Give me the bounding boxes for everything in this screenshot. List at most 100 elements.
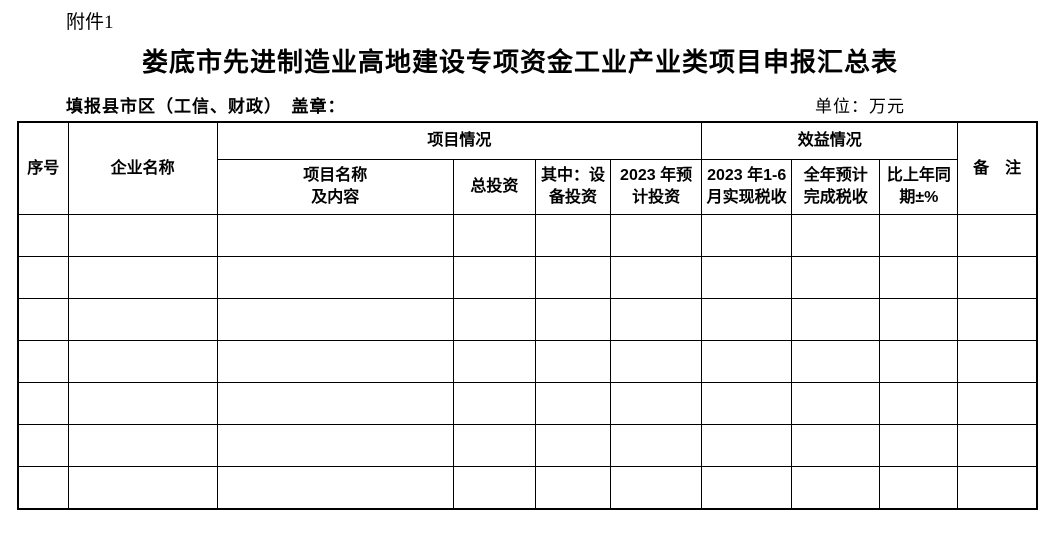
empty-cell xyxy=(879,382,959,425)
table-header: 序号 企业名称 项目情况 效益情况 备 注 项目名称 及内容 总投资 其中：设 … xyxy=(17,121,1038,215)
empty-cell xyxy=(701,382,793,425)
table-row xyxy=(17,256,1038,299)
empty-cell xyxy=(216,256,454,299)
attachment-label: 附件1 xyxy=(66,12,114,33)
empty-cell xyxy=(452,382,536,425)
empty-cell xyxy=(879,214,959,257)
table-row xyxy=(17,214,1038,257)
table-row xyxy=(17,382,1038,425)
col-header-serial: 序号 xyxy=(17,121,69,215)
empty-cell xyxy=(957,340,1038,383)
empty-cell xyxy=(957,298,1038,341)
empty-cell xyxy=(534,256,612,299)
col-header-total-investment: 总投资 xyxy=(452,159,536,215)
empty-cell xyxy=(67,298,218,341)
summary-table: 序号 企业名称 项目情况 效益情况 备 注 项目名称 及内容 总投资 其中：设 … xyxy=(17,121,1038,510)
empty-cell xyxy=(17,382,69,425)
col-header-remark: 备 注 xyxy=(957,121,1038,215)
empty-cell xyxy=(957,214,1038,257)
empty-cell xyxy=(791,382,881,425)
col-group-project-situation: 项目情况 xyxy=(216,121,703,160)
col-header-2023-planned-investment: 2023 年预 计投资 xyxy=(610,159,703,215)
meta-row: 填报县市区（工信、财政） 盖章： 单位：万元 xyxy=(0,92,1063,116)
empty-cell xyxy=(701,256,793,299)
empty-cell xyxy=(216,466,454,510)
empty-cell xyxy=(67,466,218,510)
empty-cell xyxy=(957,256,1038,299)
empty-cell xyxy=(701,340,793,383)
empty-cell xyxy=(610,382,703,425)
empty-cell xyxy=(957,382,1038,425)
col-header-full-year-tax: 全年预计 完成税收 xyxy=(791,159,881,215)
empty-cell xyxy=(791,214,881,257)
page-title: 娄底市先进制造业高地建设专项资金工业产业类项目申报汇总表 xyxy=(141,47,898,77)
table-row xyxy=(17,424,1038,467)
empty-cell xyxy=(67,256,218,299)
empty-cell xyxy=(452,298,536,341)
empty-cell xyxy=(67,214,218,257)
empty-cell xyxy=(879,256,959,299)
table-row xyxy=(17,340,1038,383)
empty-cell xyxy=(791,298,881,341)
empty-cell xyxy=(701,466,793,510)
empty-cell xyxy=(879,340,959,383)
empty-cell xyxy=(610,256,703,299)
empty-cell xyxy=(534,424,612,467)
empty-cell xyxy=(216,424,454,467)
table-body xyxy=(17,214,1038,510)
empty-cell xyxy=(17,340,69,383)
empty-cell xyxy=(17,298,69,341)
empty-cell xyxy=(67,340,218,383)
empty-cell xyxy=(701,298,793,341)
fill-seal-label: 填报县市区（工信、财政） 盖章： xyxy=(66,97,346,116)
empty-cell xyxy=(957,424,1038,467)
table-row xyxy=(17,466,1038,510)
col-header-yoy-change: 比上年同 期±% xyxy=(879,159,959,215)
empty-cell xyxy=(452,424,536,467)
empty-cell xyxy=(67,382,218,425)
empty-cell xyxy=(17,424,69,467)
empty-cell xyxy=(452,340,536,383)
empty-cell xyxy=(701,424,793,467)
empty-cell xyxy=(216,214,454,257)
empty-cell xyxy=(879,424,959,467)
empty-cell xyxy=(610,298,703,341)
col-header-enterprise-name: 企业名称 xyxy=(67,121,218,215)
empty-cell xyxy=(791,424,881,467)
empty-cell xyxy=(17,256,69,299)
empty-cell xyxy=(957,466,1038,510)
header-group-row: 序号 企业名称 项目情况 效益情况 备 注 xyxy=(17,121,1038,215)
unit-label: 单位：万元 xyxy=(815,97,905,116)
empty-cell xyxy=(610,424,703,467)
empty-cell xyxy=(67,424,218,467)
empty-cell xyxy=(701,214,793,257)
col-group-benefit-situation: 效益情况 xyxy=(701,121,959,160)
col-header-2023-jan-jun-tax: 2023 年1-6 月实现税收 xyxy=(701,159,793,215)
empty-cell xyxy=(17,214,69,257)
empty-cell xyxy=(17,466,69,510)
empty-cell xyxy=(452,214,536,257)
empty-cell xyxy=(534,382,612,425)
header-sub-row: 项目名称 及内容 总投资 其中：设 备投资 2023 年预 计投资 2023 年… xyxy=(18,159,1037,215)
empty-cell xyxy=(791,466,881,510)
empty-cell xyxy=(534,214,612,257)
empty-cell xyxy=(452,466,536,510)
empty-cell xyxy=(534,298,612,341)
empty-cell xyxy=(534,340,612,383)
empty-cell xyxy=(791,256,881,299)
empty-cell xyxy=(791,340,881,383)
empty-cell xyxy=(534,466,612,510)
empty-cell xyxy=(610,466,703,510)
col-header-equipment-investment: 其中：设 备投资 xyxy=(534,159,612,215)
empty-cell xyxy=(452,256,536,299)
empty-cell xyxy=(216,382,454,425)
empty-cell xyxy=(216,298,454,341)
empty-cell xyxy=(610,340,703,383)
table-row xyxy=(17,298,1038,341)
col-header-project-name-content: 项目名称 及内容 xyxy=(216,159,454,215)
empty-cell xyxy=(216,340,454,383)
empty-cell xyxy=(879,466,959,510)
empty-cell xyxy=(610,214,703,257)
empty-cell xyxy=(879,298,959,341)
